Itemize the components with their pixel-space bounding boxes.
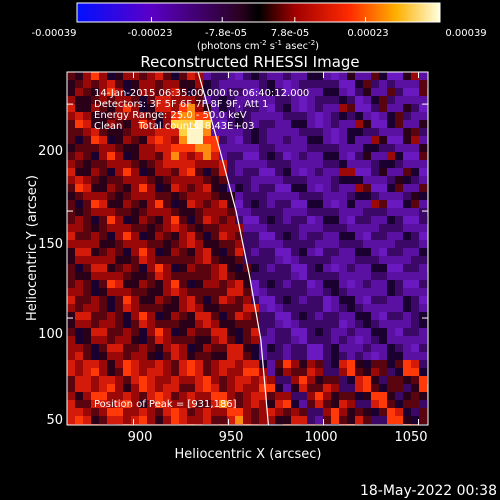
colorbar <box>76 2 441 23</box>
y-tick-labels: 50 100 150 200 <box>38 144 63 428</box>
colorbar-tick-label: -7.8e-05 <box>205 28 247 39</box>
y-tick-label: 50 <box>46 413 63 428</box>
plot-frame <box>66 71 429 426</box>
peak-position-label: Position of Peak = [931,186] <box>94 399 237 410</box>
info-detectors: Detectors: 3F 5F 6F 7F 8F 9F, Att 1 <box>94 99 268 110</box>
x-tick-label: 1000 <box>304 430 337 445</box>
x-tick-label: 900 <box>128 430 153 445</box>
colorbar-tick-labels: -0.00039 -0.00023 -7.8e-05 7.8e-05 0.000… <box>32 28 487 39</box>
plot-title: Reconstructed RHESSI Image <box>140 53 359 71</box>
y-tick-label: 150 <box>38 237 63 252</box>
colorbar-unit-label: (photons cm-2 s-1 asec-2) <box>197 39 319 52</box>
y-tick-label: 200 <box>38 144 63 159</box>
y-axis-label: Heliocentric Y (arcsec) <box>25 175 40 321</box>
colorbar-ticks <box>76 17 441 22</box>
x-tick-labels: 900 950 1000 1050 <box>128 430 428 445</box>
image-pixels <box>67 72 428 425</box>
axis-ticks <box>67 72 428 426</box>
x-axis-label: Heliocentric X (arcsec) <box>175 447 322 462</box>
colorbar-tick-label: 7.8e-05 <box>271 28 309 39</box>
colorbar-tick-label: 0.00039 <box>445 28 486 39</box>
footer-date: 18-May-2022 00:38 <box>360 483 497 499</box>
colorbar-tick-label: -0.00023 <box>128 28 173 39</box>
info-block: 14-Jan-2015 06:35:00.000 to 06:40:12.000… <box>94 88 309 132</box>
info-clean-counts: Clean Total counts: 8.43E+03 <box>94 121 254 132</box>
x-tick-label: 950 <box>219 430 244 445</box>
solar-limb-line <box>197 72 269 425</box>
colorbar-tick-label: 0.00023 <box>347 28 388 39</box>
info-time-range: 14-Jan-2015 06:35:00.000 to 06:40:12.000 <box>94 88 309 99</box>
info-energy-range: Energy Range: 25.0 - 50.0 keV <box>94 110 247 121</box>
x-tick-label: 1050 <box>394 430 427 445</box>
y-tick-label: 100 <box>38 327 63 342</box>
colorbar-tick-label: -0.00039 <box>32 28 77 39</box>
